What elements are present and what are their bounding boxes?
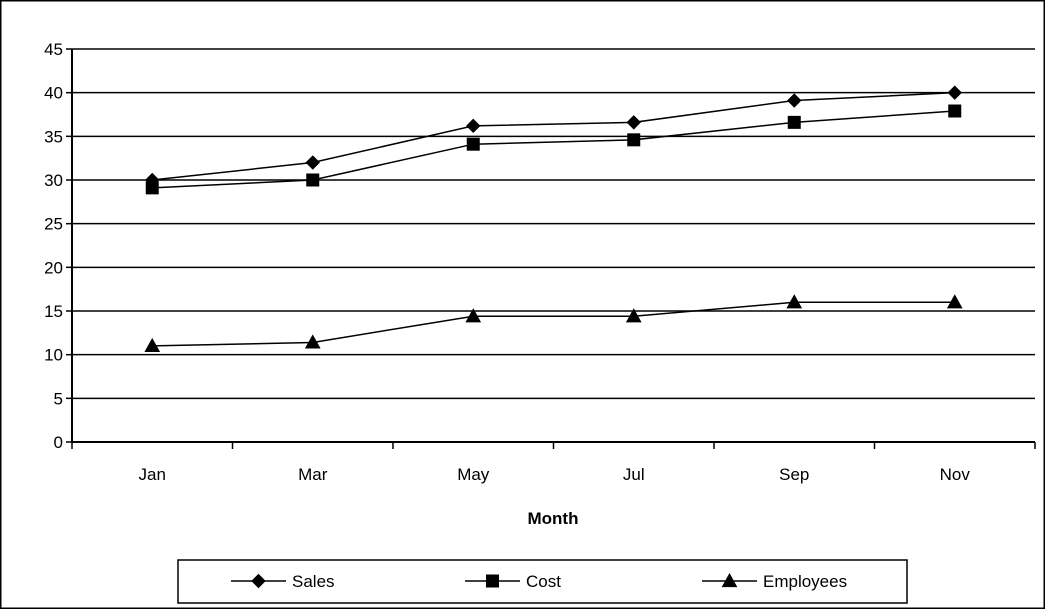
legend: Sales Cost Employees — [177, 559, 908, 604]
x-tick-label-nov: Nov — [940, 465, 971, 484]
legend-item-cost: Cost — [465, 572, 561, 591]
legend-marker-triangle — [721, 572, 738, 588]
y-tick-label: 45 — [44, 40, 63, 59]
point-cost-sep — [787, 115, 801, 129]
point-sales-mar — [305, 155, 320, 170]
series — [144, 85, 963, 353]
y-tick-label: 0 — [54, 433, 63, 452]
y-tick-label: 20 — [44, 258, 63, 277]
gridlines — [72, 48, 1035, 400]
y-tick-label: 5 — [54, 389, 63, 408]
point-sales-may — [466, 118, 481, 134]
point-cost-mar — [306, 173, 320, 187]
legend-marker-square — [486, 574, 499, 588]
legend-label: Cost — [526, 572, 561, 591]
point-employees-jan — [144, 337, 161, 353]
x-tick-label-sep: Sep — [779, 465, 809, 484]
y-tick-label: 35 — [44, 127, 63, 146]
x-tick-label-may: May — [457, 465, 490, 484]
y-tick-label: 30 — [44, 171, 63, 190]
series-line-employees — [152, 301, 955, 347]
x-tick-label-mar: Mar — [298, 465, 328, 484]
series-sales — [145, 85, 962, 188]
point-cost-nov — [948, 104, 962, 118]
point-cost-jan — [145, 181, 159, 195]
legend-box — [177, 559, 908, 604]
point-employees-sep — [786, 294, 803, 309]
axes: 0 5 10 15 20 25 30 35 40 45 Jan Mar May Jul Sep Nov — [44, 40, 1036, 484]
legend-item-employees: Employees — [702, 572, 847, 591]
y-tick-label: 40 — [44, 84, 63, 103]
point-employees-may — [465, 308, 482, 323]
point-cost-may — [466, 137, 480, 151]
y-tick-label: 15 — [44, 302, 63, 321]
point-cost-jul — [627, 133, 641, 147]
legend-label: Employees — [763, 572, 847, 591]
point-sales-nov — [947, 85, 962, 100]
series-line-sales — [152, 91, 955, 181]
point-sales-jul — [626, 115, 641, 130]
legend-marker-diamond — [251, 573, 266, 589]
series-cost — [145, 104, 962, 195]
x-tick-label-jan: Jan — [139, 465, 166, 484]
series-line-cost — [152, 110, 955, 189]
y-tick-label: 10 — [44, 346, 63, 365]
point-sales-sep — [787, 93, 802, 108]
point-employees-jul — [625, 308, 642, 323]
legend-item-sales: Sales — [231, 572, 335, 591]
point-employees-nov — [946, 294, 963, 309]
x-tick-label-jul: Jul — [623, 465, 645, 484]
legend-label: Sales — [292, 572, 335, 591]
point-employees-mar — [304, 334, 321, 349]
series-employees — [144, 294, 963, 353]
x-axis-title: Month — [528, 509, 579, 528]
y-tick-label: 25 — [44, 215, 63, 234]
